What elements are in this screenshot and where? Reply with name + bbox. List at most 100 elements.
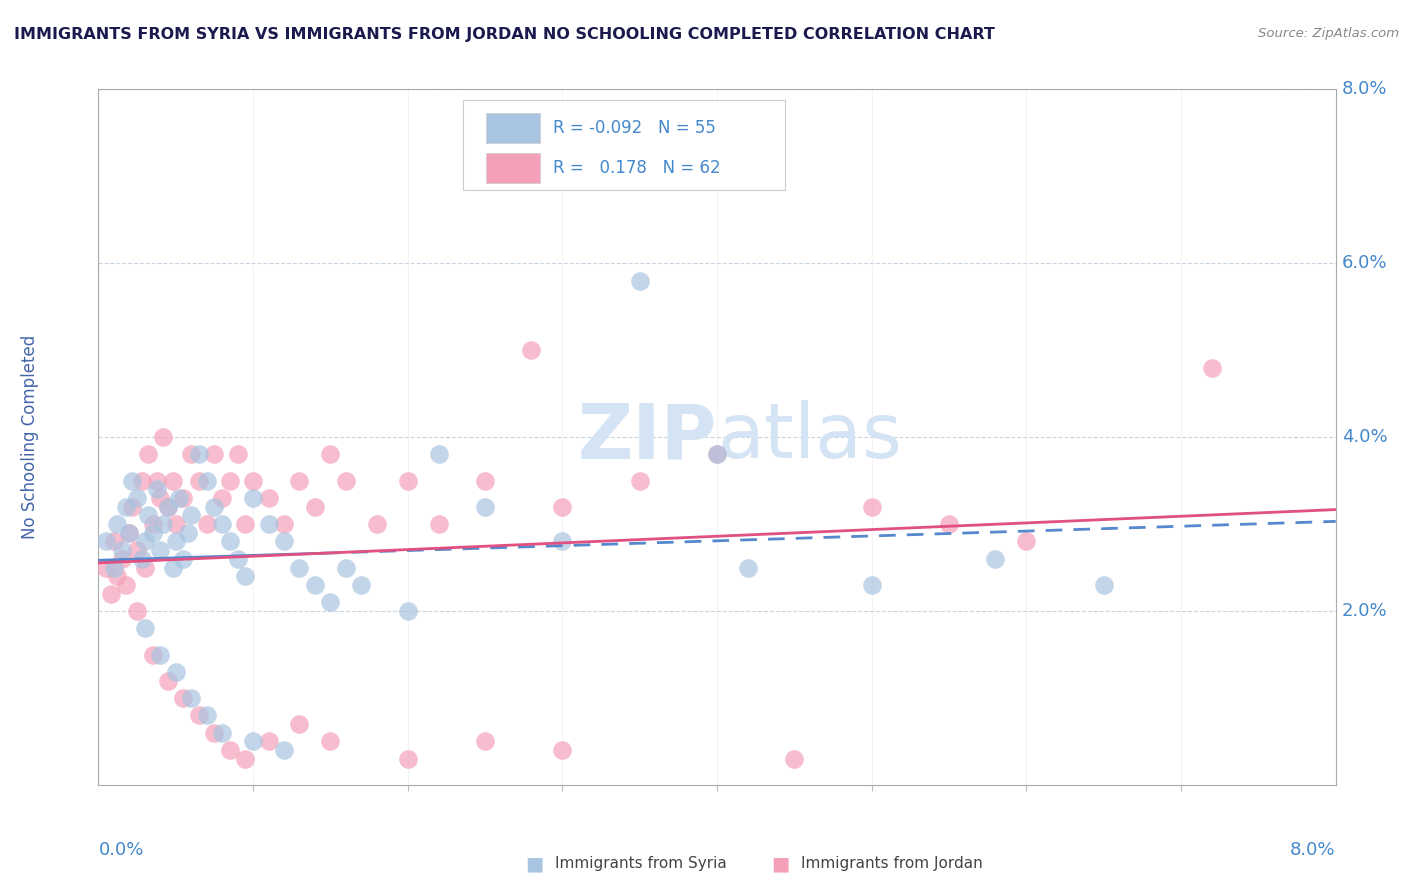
Point bbox=[188, 474, 211, 488]
Point bbox=[204, 447, 226, 462]
FancyBboxPatch shape bbox=[464, 100, 785, 190]
Point bbox=[103, 560, 125, 574]
Point bbox=[257, 734, 280, 748]
Point bbox=[335, 560, 357, 574]
Point bbox=[134, 560, 156, 574]
Point bbox=[127, 604, 149, 618]
Point bbox=[242, 491, 264, 505]
Point bbox=[396, 604, 419, 618]
Point bbox=[226, 551, 249, 566]
Point bbox=[860, 500, 883, 514]
Point bbox=[233, 752, 257, 766]
Point bbox=[141, 648, 165, 662]
Point bbox=[172, 491, 194, 505]
Point bbox=[273, 516, 295, 531]
Point bbox=[188, 447, 211, 462]
Point bbox=[204, 726, 226, 740]
Text: 8.0%: 8.0% bbox=[1291, 840, 1336, 859]
Point bbox=[100, 587, 122, 601]
Point bbox=[211, 491, 233, 505]
Point bbox=[219, 534, 242, 549]
Point bbox=[211, 726, 233, 740]
Point bbox=[165, 665, 187, 679]
Point bbox=[157, 500, 180, 514]
Point bbox=[121, 474, 143, 488]
Point bbox=[474, 500, 496, 514]
Point bbox=[172, 551, 194, 566]
Point bbox=[167, 491, 190, 505]
Text: 4.0%: 4.0% bbox=[1341, 428, 1388, 446]
Point bbox=[149, 543, 172, 558]
Text: Immigrants from Syria: Immigrants from Syria bbox=[555, 856, 727, 871]
FancyBboxPatch shape bbox=[485, 153, 540, 183]
Point bbox=[319, 734, 342, 748]
Point bbox=[474, 474, 496, 488]
Point bbox=[219, 474, 242, 488]
Point bbox=[783, 752, 806, 766]
FancyBboxPatch shape bbox=[485, 113, 540, 143]
Point bbox=[149, 648, 172, 662]
Text: Source: ZipAtlas.com: Source: ZipAtlas.com bbox=[1258, 27, 1399, 40]
Point bbox=[427, 516, 450, 531]
Point bbox=[273, 743, 295, 757]
Point bbox=[628, 273, 651, 287]
Point bbox=[737, 560, 759, 574]
Point bbox=[226, 447, 249, 462]
Text: atlas: atlas bbox=[717, 401, 901, 474]
Point bbox=[1092, 578, 1115, 592]
Text: ■: ■ bbox=[524, 854, 544, 873]
Point bbox=[149, 491, 172, 505]
Point bbox=[103, 534, 125, 549]
Point bbox=[288, 717, 311, 731]
Point bbox=[172, 690, 194, 705]
Point bbox=[427, 447, 450, 462]
Point bbox=[152, 516, 174, 531]
Point bbox=[96, 534, 118, 549]
Text: Immigrants from Jordan: Immigrants from Jordan bbox=[801, 856, 983, 871]
Point bbox=[860, 578, 883, 592]
Point bbox=[319, 447, 342, 462]
Point bbox=[628, 474, 651, 488]
Point bbox=[233, 516, 257, 531]
Point bbox=[211, 516, 233, 531]
Text: R =   0.178   N = 62: R = 0.178 N = 62 bbox=[553, 160, 720, 178]
Point bbox=[118, 525, 141, 540]
Point bbox=[520, 343, 543, 357]
Point bbox=[474, 734, 496, 748]
Point bbox=[204, 500, 226, 514]
Text: No Schooling Completed: No Schooling Completed bbox=[21, 335, 39, 539]
Text: ZIP: ZIP bbox=[578, 401, 717, 474]
Point bbox=[551, 534, 574, 549]
Point bbox=[219, 743, 242, 757]
Point bbox=[115, 500, 138, 514]
Point bbox=[242, 734, 264, 748]
Point bbox=[141, 525, 165, 540]
Point bbox=[118, 525, 141, 540]
Point bbox=[136, 447, 159, 462]
Point bbox=[127, 491, 149, 505]
Point bbox=[146, 482, 169, 496]
Point bbox=[195, 474, 218, 488]
Point bbox=[1201, 360, 1223, 375]
Text: 2.0%: 2.0% bbox=[1341, 602, 1388, 620]
Point bbox=[706, 447, 728, 462]
Text: ■: ■ bbox=[770, 854, 790, 873]
Point bbox=[984, 551, 1007, 566]
Point bbox=[396, 752, 419, 766]
Point bbox=[111, 543, 132, 558]
Point bbox=[551, 500, 574, 514]
Point bbox=[131, 551, 153, 566]
Point bbox=[141, 516, 165, 531]
Point bbox=[105, 516, 128, 531]
Point bbox=[180, 447, 202, 462]
Point bbox=[165, 516, 187, 531]
Point bbox=[146, 474, 169, 488]
Point bbox=[134, 534, 156, 549]
Point bbox=[195, 516, 218, 531]
Point bbox=[706, 447, 728, 462]
Text: 6.0%: 6.0% bbox=[1341, 254, 1388, 272]
Point bbox=[242, 474, 264, 488]
Point bbox=[136, 508, 159, 523]
Point bbox=[180, 508, 202, 523]
Point bbox=[105, 569, 128, 583]
